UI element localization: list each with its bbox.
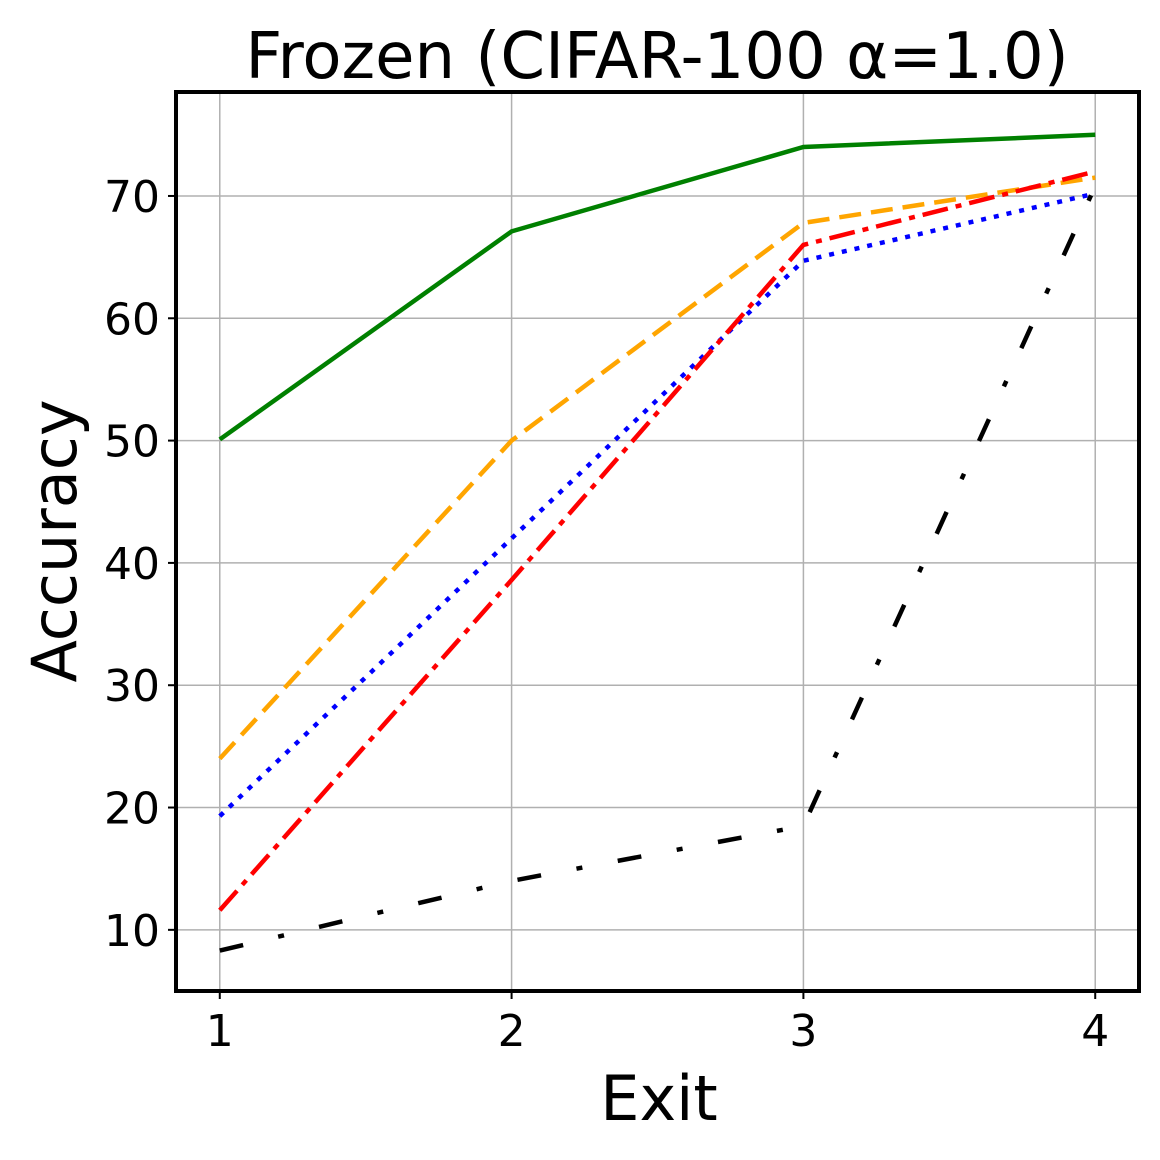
y-tick-label: 40 [104, 539, 160, 590]
x-tick-label: 4 [1081, 1006, 1109, 1057]
y-tick-label: 20 [104, 784, 160, 835]
series-line-5 [219, 185, 1098, 953]
series-lines [218, 132, 1098, 953]
series-line-3 [218, 191, 1096, 818]
series-line-1 [218, 132, 1096, 442]
y-tick-label: 50 [104, 417, 160, 468]
plot-frame [174, 90, 1141, 993]
x-tick-label: 1 [206, 1006, 234, 1057]
axis-ticks: 1 2 3 4 10 20 30 40 50 60 70 [104, 172, 1109, 1057]
series-line-2 [218, 175, 1096, 761]
y-tick-label: 10 [104, 906, 160, 957]
series-line-4 [218, 169, 1096, 912]
x-axis-label: Exit [600, 1062, 717, 1135]
y-tick-label: 60 [104, 294, 160, 345]
x-tick-label: 2 [498, 1006, 526, 1057]
grid [176, 92, 1139, 991]
x-tick-label: 3 [789, 1006, 817, 1057]
y-axis-label: Accuracy [18, 399, 91, 682]
y-tick-label: 30 [104, 661, 160, 712]
y-tick-label: 70 [104, 172, 160, 223]
chart-title: Frozen (CIFAR-100 α=1.0) [245, 20, 1068, 94]
